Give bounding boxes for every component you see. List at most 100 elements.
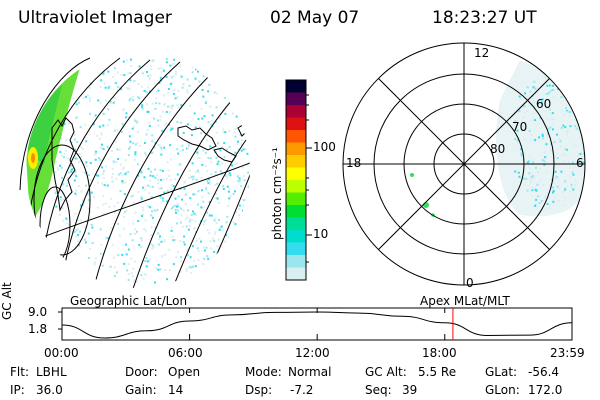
- speckle-pixel: [219, 149, 222, 152]
- speckle-pixel: [96, 206, 99, 209]
- speckle-pixel: [114, 266, 116, 269]
- speckle-pixel: [79, 230, 81, 233]
- speckle-pixel: [226, 215, 229, 218]
- speckle-pixel: [528, 155, 531, 158]
- speckle-pixel: [184, 218, 187, 221]
- speckle-pixel: [100, 243, 103, 246]
- speckle-pixel: [232, 112, 234, 115]
- speckle-pixel: [531, 119, 534, 122]
- speckle-pixel: [524, 111, 527, 114]
- speckle-pixel: [556, 157, 559, 159]
- speckle-pixel: [148, 125, 151, 127]
- speckle-pixel: [175, 209, 178, 212]
- speckle-pixel: [160, 178, 162, 181]
- speckle-pixel: [120, 74, 123, 76]
- speckle-pixel: [192, 193, 195, 196]
- speckle-pixel: [523, 138, 526, 140]
- speckle-pixel: [99, 252, 102, 255]
- speckle-pixel: [71, 168, 74, 171]
- speckle-pixel: [524, 92, 527, 95]
- speckle-pixel: [573, 165, 576, 168]
- speckle-pixel: [164, 269, 167, 272]
- speckle-pixel: [176, 96, 179, 99]
- speckle-pixel: [566, 110, 569, 112]
- speckle-pixel: [582, 152, 585, 155]
- speckle-pixel: [104, 202, 107, 205]
- speckle-pixel: [101, 182, 104, 185]
- speckle-pixel: [555, 177, 558, 180]
- speckle-pixel: [560, 170, 563, 173]
- speckle-pixel: [103, 71, 106, 73]
- speckle-pixel: [69, 165, 72, 168]
- speckle-pixel: [161, 129, 164, 132]
- speckle-pixel: [215, 222, 218, 224]
- speckle-pixel: [552, 182, 555, 184]
- speckle-pixel: [183, 187, 186, 190]
- speckle-pixel: [157, 268, 160, 271]
- speckle-pixel: [180, 207, 183, 210]
- speckle-pixel: [532, 159, 535, 162]
- speckle-pixel: [68, 171, 70, 174]
- speckle-pixel: [546, 92, 549, 95]
- speckle-pixel: [552, 96, 555, 98]
- speckle-pixel: [526, 109, 529, 112]
- speckle-pixel: [95, 150, 97, 153]
- speckle-pixel: [172, 92, 175, 95]
- speckle-pixel: [127, 154, 130, 157]
- speckle-pixel: [197, 171, 200, 174]
- speckle-pixel: [101, 143, 103, 146]
- speckle-pixel: [127, 72, 130, 75]
- speckle-pixel: [111, 179, 114, 182]
- speckle-pixel: [63, 123, 66, 126]
- speckle-pixel: [564, 188, 567, 191]
- speckle-pixel: [73, 179, 76, 182]
- colorbar-swatch: [286, 142, 306, 156]
- speckle-pixel: [572, 161, 574, 164]
- speckle-pixel: [113, 96, 116, 99]
- speckle-pixel: [217, 160, 220, 163]
- speckle-pixel: [175, 256, 178, 259]
- speckle-pixel: [84, 184, 87, 187]
- speckle-pixel: [74, 172, 76, 175]
- speckle-pixel: [186, 123, 189, 126]
- speckle-pixel: [207, 121, 210, 124]
- speckle-pixel: [224, 131, 227, 134]
- speckle-pixel: [539, 179, 542, 182]
- speckle-pixel: [124, 172, 127, 175]
- speckle-pixel: [197, 190, 200, 193]
- speckle-pixel: [133, 260, 136, 263]
- speckle-pixel: [215, 131, 218, 134]
- speckle-pixel: [63, 156, 65, 159]
- speckle-pixel: [209, 182, 212, 185]
- map-grid-parallels: [33, 144, 250, 264]
- speckle-pixel: [579, 152, 582, 155]
- speckle-pixel: [88, 86, 91, 89]
- speckle-pixel: [240, 143, 243, 145]
- speckle-pixel: [179, 240, 182, 243]
- speckle-pixel: [232, 221, 235, 224]
- speckle-pixel: [117, 223, 120, 225]
- speckle-pixel: [157, 89, 160, 92]
- speckle-pixel: [520, 152, 523, 155]
- speckle-pixel: [518, 175, 521, 178]
- speckle-pixel: [186, 209, 189, 212]
- speckle-pixel: [140, 239, 143, 242]
- mlat-label-80: 80: [490, 142, 506, 156]
- speckle-pixel: [145, 265, 148, 268]
- speckle-pixel: [128, 99, 131, 102]
- speckle-pixel: [137, 83, 140, 85]
- speckle-pixel: [87, 208, 90, 211]
- speckle-pixel: [128, 135, 131, 138]
- colorbar-swatch: [286, 167, 306, 181]
- speckle-pixel: [551, 118, 554, 121]
- image-time: 18:23:27 UT: [432, 8, 537, 28]
- speckle-pixel: [534, 188, 537, 191]
- speckle-pixel: [238, 208, 241, 210]
- speckle-pixel: [145, 91, 148, 94]
- speckle-pixel: [140, 246, 143, 248]
- speckle-pixel: [532, 161, 535, 164]
- speckle-pixel: [541, 159, 544, 162]
- speckle-pixel: [74, 170, 77, 173]
- speckle-pixel: [533, 177, 536, 180]
- speckle-pixel: [186, 248, 189, 251]
